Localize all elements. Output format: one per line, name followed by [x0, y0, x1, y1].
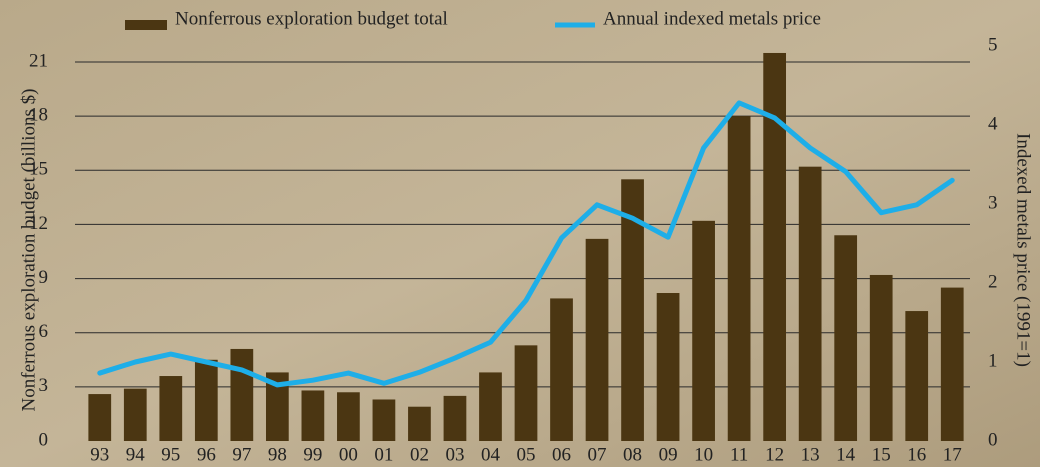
- x-tick-label: 96: [197, 444, 216, 465]
- x-tick-label: 95: [161, 444, 180, 465]
- legend-label: Nonferrous exploration budget total: [175, 8, 448, 29]
- bar: [870, 275, 893, 441]
- bar: [88, 394, 111, 441]
- bar: [230, 349, 253, 441]
- x-tick-label: 14: [836, 444, 856, 465]
- x-tick-label: 09: [659, 444, 678, 465]
- bar: [941, 288, 964, 441]
- x-tick-label: 06: [552, 444, 571, 465]
- bar: [799, 167, 822, 441]
- chart: Nonferrous exploration budget (billions …: [0, 0, 1040, 467]
- bar: [657, 293, 680, 441]
- legend-label: Annual indexed metals price: [603, 8, 821, 29]
- y2-tick-label: 2: [988, 271, 998, 292]
- x-tick-label: 99: [303, 444, 322, 465]
- bar: [515, 345, 538, 441]
- x-tick-label: 05: [517, 444, 536, 465]
- y-tick-label: 21: [29, 50, 48, 71]
- y2-tick-label: 5: [988, 34, 998, 55]
- bar: [763, 53, 786, 441]
- bar: [159, 376, 182, 441]
- bar: [692, 221, 715, 441]
- bar: [905, 311, 928, 441]
- bar: [337, 392, 360, 441]
- x-tick-label: 08: [623, 444, 642, 465]
- x-tick-label: 12: [765, 444, 784, 465]
- legend-swatch: [125, 20, 167, 30]
- y2-tick-label: 0: [988, 429, 998, 450]
- bar: [834, 235, 857, 441]
- x-tick-label: 07: [588, 444, 607, 465]
- bar: [195, 360, 218, 441]
- bar: [124, 389, 147, 441]
- y2-tick-label: 3: [988, 192, 998, 213]
- x-tick-label: 17: [943, 444, 962, 465]
- x-tick-label: 02: [410, 444, 429, 465]
- x-tick-label: 03: [445, 444, 464, 465]
- x-tick-label: 16: [907, 444, 926, 465]
- x-tick-label: 10: [694, 444, 713, 465]
- y-tick-label: 12: [29, 213, 48, 234]
- y-tick-label: 9: [39, 267, 49, 288]
- bar: [550, 298, 573, 441]
- x-tick-label: 93: [90, 444, 109, 465]
- x-tick-label: 11: [730, 444, 748, 465]
- x-tick-label: 13: [801, 444, 820, 465]
- y-axis-title: Nonferrous exploration budget (billions …: [18, 89, 39, 412]
- x-tick-label: 97: [232, 444, 251, 465]
- x-tick-label: 94: [126, 444, 146, 465]
- x-tick-label: 01: [374, 444, 393, 465]
- bar: [586, 239, 609, 441]
- y-tick-label: 3: [39, 375, 49, 396]
- x-tick-label: 04: [481, 444, 501, 465]
- bar: [408, 407, 431, 441]
- y-tick-label: 18: [29, 105, 48, 126]
- y-tick-label: 0: [39, 429, 49, 450]
- y2-tick-label: 1: [988, 350, 998, 371]
- y2-axis-title: Indexed metals price (1991=1): [1013, 133, 1034, 367]
- x-tick-label: 15: [872, 444, 891, 465]
- y-tick-label: 6: [39, 321, 49, 342]
- y-tick-label: 15: [29, 159, 48, 180]
- bar: [302, 390, 325, 441]
- bar: [373, 399, 396, 441]
- bar: [444, 396, 467, 441]
- bar: [479, 372, 502, 441]
- bar: [728, 116, 751, 441]
- x-tick-label: 98: [268, 444, 287, 465]
- y2-tick-label: 4: [988, 113, 998, 134]
- x-tick-label: 00: [339, 444, 358, 465]
